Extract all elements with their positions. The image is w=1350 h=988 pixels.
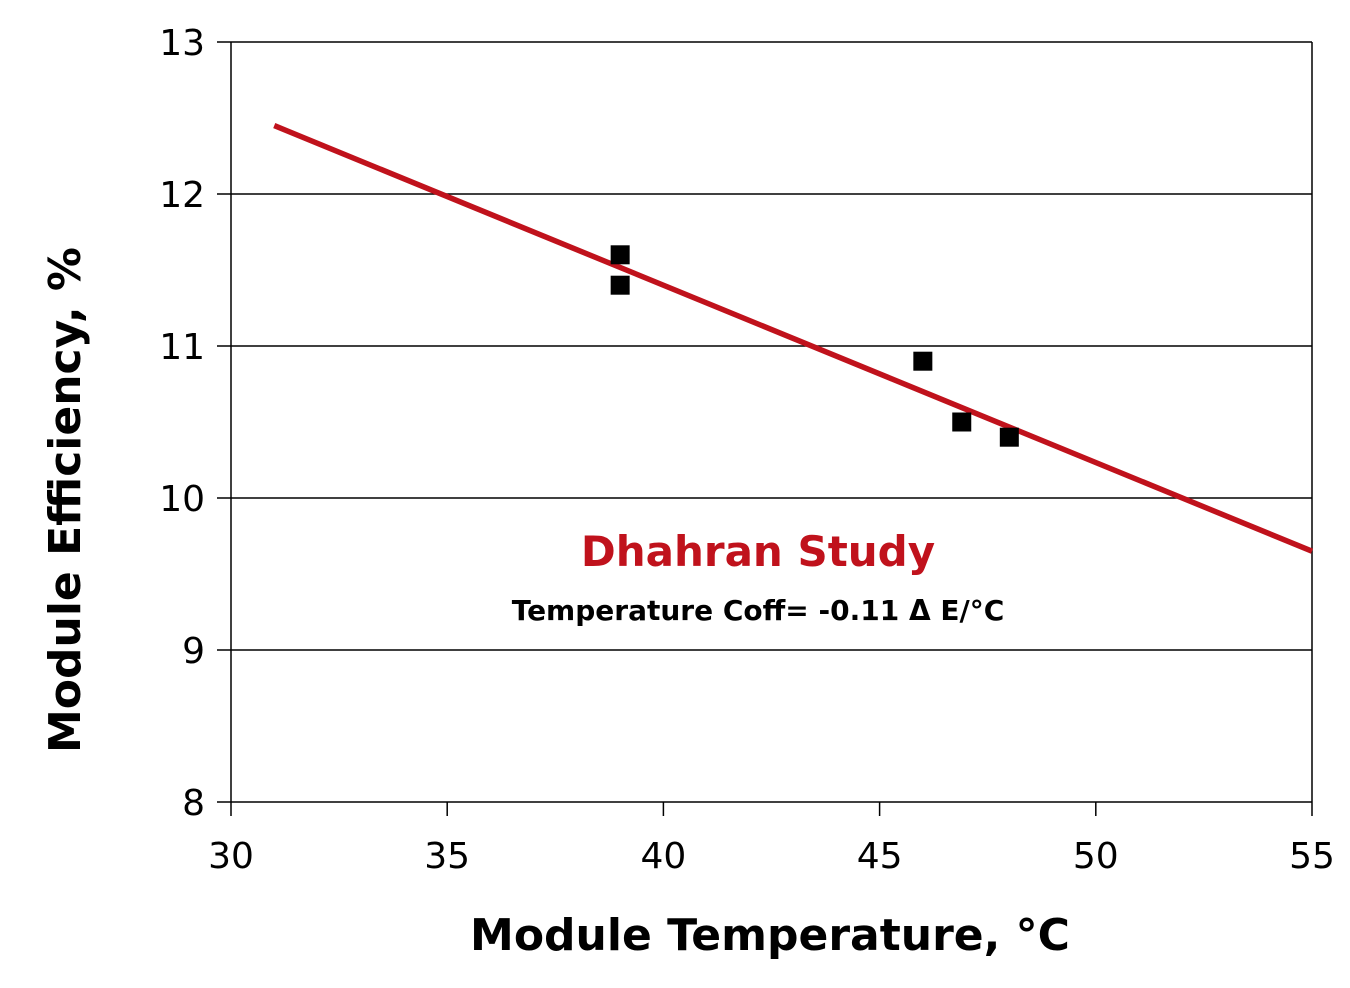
y-axis-title: Module Efficiency, % [40,247,91,753]
data-point [952,412,972,432]
x-tick-label-50: 50 [1073,836,1119,877]
y-tick-label-13: 13 [159,23,205,64]
annotation-coefficient: Temperature Coff= -0.11 Δ E/°C [512,594,1005,627]
annotation-study-title: Dhahran Study [581,527,935,576]
data-point [913,351,933,371]
grid-lines [231,41,1312,651]
x-tick-label-30: 30 [208,836,254,877]
data-point [610,245,630,265]
data-points [610,245,1019,447]
trendline [273,123,1314,554]
y-tick-label-11: 11 [159,327,205,368]
x-tick-label-35: 35 [424,836,470,877]
axes [230,42,1313,803]
y-tick-label-9: 9 [182,631,205,672]
x-tick-label-45: 45 [857,836,903,877]
x-axis-title: Module Temperature, °C [470,910,1070,961]
y-tick-label-12: 12 [159,175,205,216]
x-axis-ticks: 30 35 40 45 50 55 [208,802,1335,877]
data-point [610,275,630,295]
trendline-group [273,123,1314,554]
y-axis-ticks: 8 9 10 11 12 13 [159,23,231,824]
x-tick-label-55: 55 [1289,836,1335,877]
y-tick-label-10: 10 [159,479,205,520]
y-tick-label-8: 8 [182,783,205,824]
data-point [999,427,1019,447]
x-tick-label-40: 40 [640,836,686,877]
